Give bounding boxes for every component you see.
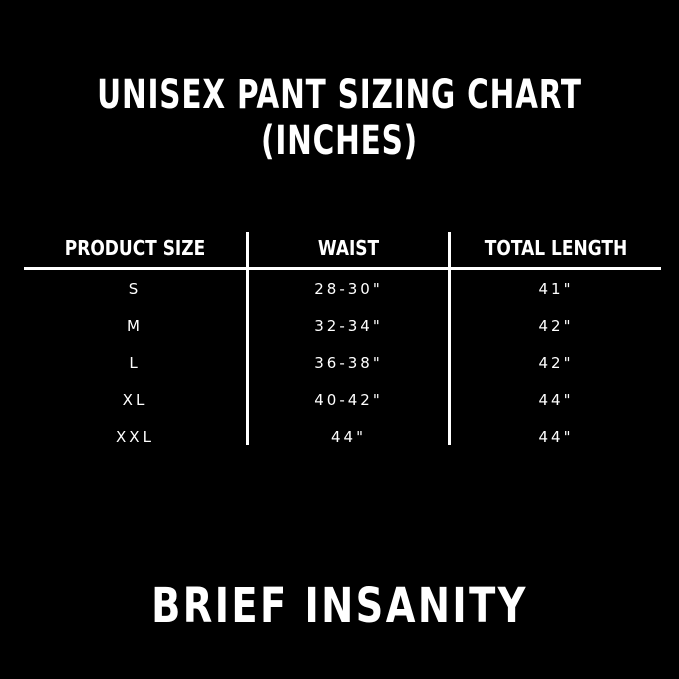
table-cell: 32-34" [314, 317, 383, 335]
header-rule [24, 267, 661, 270]
table-cell: XL [122, 391, 148, 409]
column-divider [448, 232, 451, 445]
table-cell: S [128, 280, 142, 298]
table-cell: 44" [538, 428, 574, 446]
column-header: TOTAL LENGTH [484, 236, 628, 260]
table-cell: 42" [538, 354, 574, 372]
table-cell: L [129, 354, 141, 372]
brand: BRIEF INSANITY [151, 578, 528, 634]
column-header: WAIST [317, 236, 380, 260]
column-header: PRODUCT SIZE [64, 236, 206, 260]
table-cell: M [127, 317, 143, 335]
table-cell: 42" [538, 317, 574, 335]
column-divider [246, 232, 249, 445]
size-table: PRODUCT SIZE WAIST TOTAL LENGTH S 28-30" 41" M… [24, 232, 661, 447]
table-cell: 44" [331, 428, 366, 446]
title: UNISEX PANT SIZING CHART (INCHES) [97, 72, 582, 164]
table-cell: 44" [538, 391, 574, 409]
table-cell: 36-38" [314, 354, 383, 372]
table-cell: 40-42" [314, 391, 383, 409]
table-cell: XXL [116, 428, 154, 446]
table-cell: 41" [538, 280, 574, 298]
table-cell: 28-30" [314, 280, 383, 298]
